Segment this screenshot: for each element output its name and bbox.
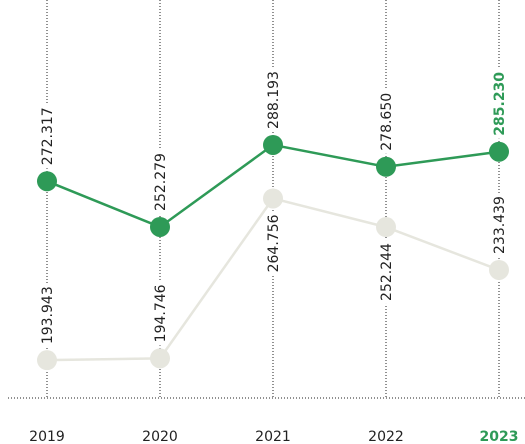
label-bg xyxy=(39,104,55,169)
data-label: 272.317 xyxy=(40,107,56,165)
data-point xyxy=(489,259,509,280)
label-bg xyxy=(39,283,55,348)
data-point xyxy=(376,217,396,238)
x-tick-label: 2022 xyxy=(368,429,404,444)
label-bg xyxy=(265,68,281,132)
data-label: 194.746 xyxy=(153,284,169,342)
label-group: 193.943 xyxy=(39,283,56,348)
data-label: 252.244 xyxy=(379,243,395,301)
data-point xyxy=(37,171,57,192)
data-point xyxy=(150,216,170,237)
data-label: 193.943 xyxy=(40,286,56,344)
labels: 272.317 193.943 252.279 194.746 288.193 264.7… xyxy=(39,68,508,348)
label-bg xyxy=(491,193,507,257)
label-group: 233.439 xyxy=(491,193,508,257)
label-group: 288.193 xyxy=(265,68,282,132)
label-bg xyxy=(152,150,168,214)
label-group: 252.244 xyxy=(378,240,395,304)
data-point xyxy=(489,141,509,162)
data-label: 252.279 xyxy=(153,153,169,211)
data-point xyxy=(37,350,57,371)
data-point xyxy=(150,348,170,369)
data-label: 278.650 xyxy=(379,93,395,151)
data-point xyxy=(263,188,283,209)
x-tick-label: 2023 xyxy=(480,429,519,444)
x-tick-label: 2020 xyxy=(142,429,178,444)
data-label: 288.193 xyxy=(266,71,282,129)
series xyxy=(37,134,509,371)
label-group: 194.746 xyxy=(152,281,169,346)
x-tick-label: 2019 xyxy=(29,429,65,444)
x-tick-label: 2021 xyxy=(255,429,291,444)
label-group: 252.279 xyxy=(152,150,169,214)
label-bg xyxy=(152,281,168,346)
data-point xyxy=(376,156,396,177)
label-bg xyxy=(265,211,281,276)
label-bg xyxy=(378,240,394,304)
label-group: 278.650 xyxy=(378,89,395,154)
data-label: 285.230 xyxy=(492,72,508,136)
label-group: 272.317 xyxy=(39,104,56,169)
data-point xyxy=(263,134,283,155)
label-bg xyxy=(378,89,394,154)
data-label: 264.756 xyxy=(266,214,282,272)
label-group: 285.230 xyxy=(491,68,508,139)
label-bg xyxy=(491,68,507,139)
label-group: 264.756 xyxy=(265,211,282,276)
data-label: 233.439 xyxy=(492,196,508,254)
